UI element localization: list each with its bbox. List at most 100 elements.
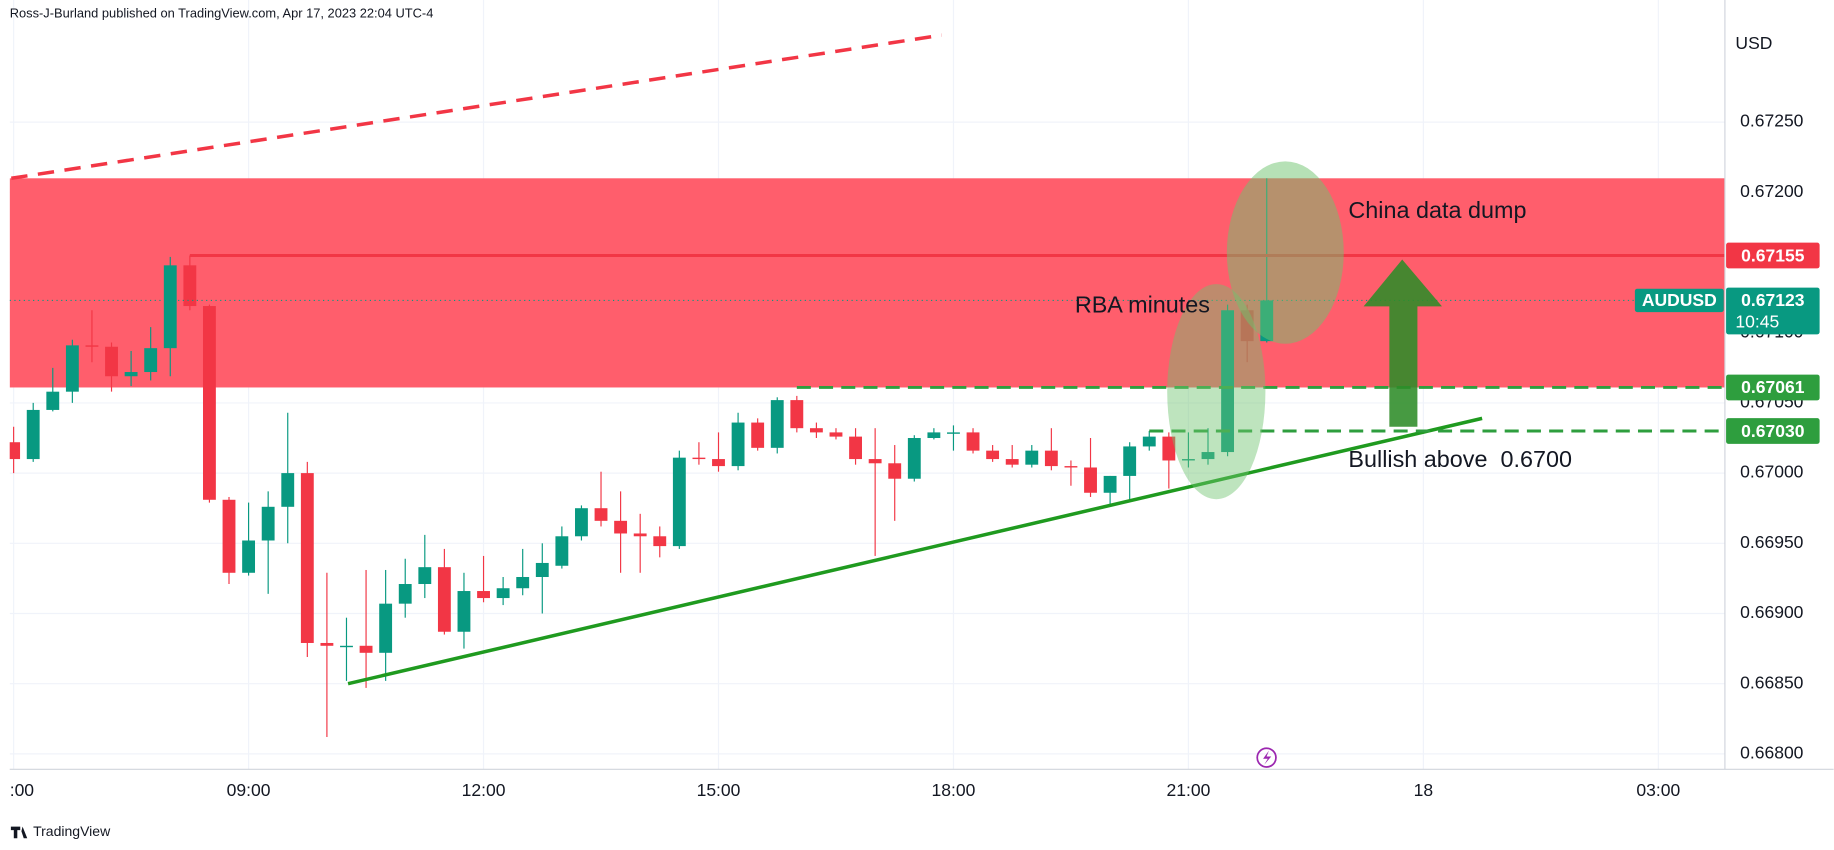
- candle-body: [1005, 459, 1019, 465]
- candle-body: [300, 473, 314, 643]
- candle-body: [1044, 450, 1058, 467]
- event-icon[interactable]: [1256, 747, 1277, 768]
- candle-body: [496, 588, 510, 599]
- candle-body: [26, 409, 40, 460]
- candle-body: [418, 567, 432, 585]
- candle-body: [535, 562, 549, 577]
- countdown-label: 10:45: [1735, 311, 1779, 331]
- trendline: [11, 33, 942, 181]
- arrow-up: [1363, 259, 1442, 427]
- candle-body: [633, 533, 647, 537]
- logo: [10, 826, 28, 839]
- candle-body: [124, 372, 138, 377]
- candle-body: [65, 345, 79, 392]
- candle-body: [1181, 459, 1195, 461]
- annotation: RBA minutes: [1075, 291, 1210, 317]
- candle-body: [594, 508, 608, 521]
- x-axis: :00 09:00 12:00 15:00 18:00 21:00 18 03:00: [10, 780, 1681, 800]
- candle-body: [1142, 436, 1156, 447]
- candle-body: [1103, 475, 1117, 493]
- candle-body: [907, 438, 921, 479]
- candle-body: [986, 450, 1000, 460]
- candle-body: [437, 567, 451, 632]
- event-icon-bolt: [1263, 750, 1272, 765]
- candle-body: [1064, 466, 1078, 468]
- candle-body: [281, 473, 295, 507]
- x-tick-label: 18:00: [932, 780, 976, 800]
- candle-body: [105, 346, 118, 377]
- x-tick-label: 21:00: [1166, 780, 1210, 800]
- candle-body: [751, 422, 765, 448]
- resistance-zone: [9, 178, 1725, 388]
- candle-body: [1162, 436, 1176, 461]
- candle-body: [712, 459, 725, 467]
- annotation: Bullish above 0.6700: [1348, 446, 1572, 472]
- candle-body: [320, 642, 334, 646]
- candle-body: [340, 645, 353, 648]
- candle-body: [829, 432, 843, 437]
- candle-body: [1084, 467, 1097, 493]
- y-tick-label: 0.67200: [1740, 181, 1804, 201]
- annotation: China data dump: [1348, 197, 1526, 223]
- candle-body: [379, 603, 393, 653]
- candle-body: [614, 520, 628, 534]
- candle-body: [1123, 446, 1137, 476]
- candle-body: [516, 576, 530, 589]
- candle-body: [9, 442, 21, 460]
- y-tick-label: 0.67000: [1740, 462, 1804, 482]
- symbol-tag: [1634, 288, 1724, 313]
- candle-body: [770, 400, 784, 448]
- candle-body: [653, 536, 667, 547]
- price-tag: [1726, 374, 1820, 401]
- y-tick-label: 0.66800: [1740, 743, 1804, 763]
- attribution: Ross-J-Burland published on TradingView.…: [10, 5, 434, 20]
- candle-body: [790, 400, 804, 429]
- candle-body: [222, 499, 236, 573]
- highlight-ellipse: [1226, 161, 1344, 344]
- candle-body: [1201, 452, 1215, 460]
- candle-body: [731, 422, 745, 467]
- x-tick-label: 09:00: [227, 780, 271, 800]
- candle-body: [966, 432, 980, 451]
- candle-body: [947, 432, 960, 434]
- candle-body: [202, 306, 216, 500]
- footer-brand: TradingView: [33, 823, 111, 839]
- x-tick-label: :00: [10, 780, 35, 800]
- last-price-label: 0.67123: [1741, 290, 1805, 310]
- price-tag-label: 0.67030: [1741, 421, 1805, 441]
- currency-label: USD: [1735, 33, 1772, 53]
- price-tag-label: 0.67155: [1741, 245, 1805, 265]
- x-tick-label: 15:00: [697, 780, 741, 800]
- candle-body: [868, 459, 882, 464]
- overlay: China data dump RBA minutes Bullish abov…: [1075, 161, 1572, 768]
- candle-body: [144, 348, 158, 373]
- trendline: [347, 416, 1483, 686]
- x-tick-label: 12:00: [462, 780, 506, 800]
- candle-body: [457, 591, 471, 632]
- candle-body: [163, 265, 177, 349]
- candle-body: [183, 265, 197, 307]
- last-price-tag: [1726, 287, 1820, 335]
- plot-area: [9, 0, 1725, 770]
- symbol-tag-label: AUDUSD: [1642, 290, 1717, 310]
- candle-body: [672, 457, 686, 547]
- price-tag-label: 0.67061: [1741, 377, 1805, 397]
- highlight-ellipse: [1167, 284, 1266, 500]
- price-tag: [1726, 242, 1820, 269]
- candle-body: [555, 536, 569, 566]
- candle-body: [85, 345, 99, 347]
- candle-body: [46, 391, 60, 410]
- candle-body: [692, 457, 706, 460]
- x-tick-label: 18: [1414, 780, 1433, 800]
- candle-body: [849, 436, 862, 460]
- candle-body: [1025, 450, 1039, 465]
- candle-body: [477, 591, 490, 599]
- candle-body: [888, 463, 902, 479]
- y-tick-label: 0.67250: [1740, 111, 1804, 131]
- y-tick-label: 0.66850: [1740, 672, 1804, 692]
- candle-body: [398, 584, 412, 604]
- candle-body: [575, 508, 588, 537]
